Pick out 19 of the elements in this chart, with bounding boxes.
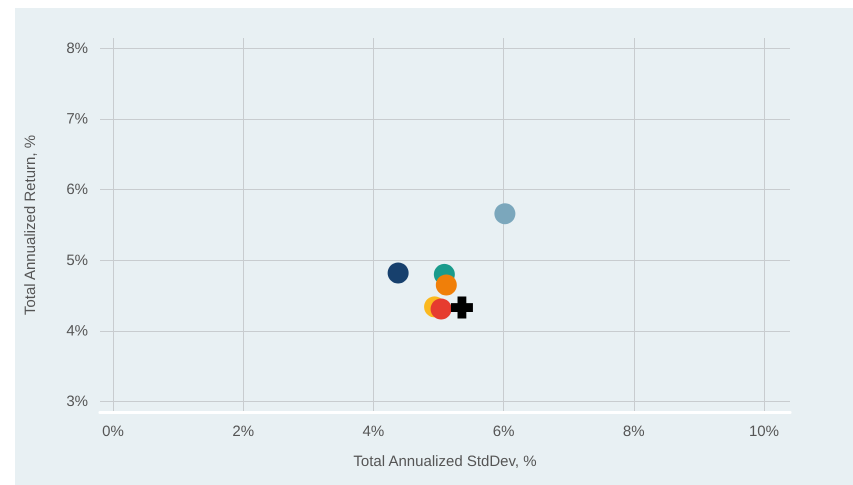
x-tick-label: 6% [492, 423, 514, 440]
point [430, 298, 452, 320]
y-axis-title: Total Annualized Return, % [22, 134, 39, 316]
x-tick-label: 4% [362, 423, 384, 440]
point [494, 203, 516, 224]
x-tick-label: 0% [102, 423, 124, 440]
x-tick-label: 8% [622, 423, 645, 440]
x-tick-label: 10% [748, 423, 779, 440]
x-tick-label: 2% [232, 423, 254, 440]
x-axis-title: Total Annualized StdDev, % [353, 453, 537, 470]
point [388, 262, 409, 284]
y-tick-label: 4% [66, 322, 88, 340]
y-tick-label: 3% [66, 392, 88, 410]
y-tick-label: 6% [66, 181, 88, 198]
y-tick-label: 8% [66, 40, 88, 58]
point [436, 274, 457, 296]
point [450, 296, 473, 319]
y-tick-label: 7% [66, 110, 88, 128]
y-tick-label: 5% [66, 252, 88, 269]
